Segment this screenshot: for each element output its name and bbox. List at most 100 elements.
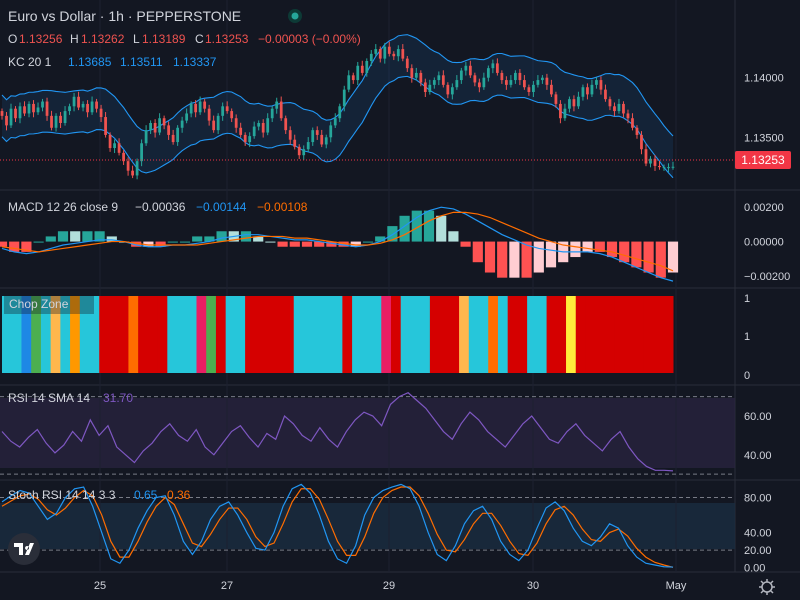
chop-zone-bar [536,296,548,373]
candle-body [0,111,4,116]
chop-zone-bar [157,296,168,373]
candle-body [640,134,643,150]
candle-body [658,165,661,168]
chop-zone-bar [634,296,645,373]
chop-zone-bar [439,296,450,373]
candle-body [595,80,598,85]
chop-zone-bar [264,296,275,373]
chop-zone-bar [643,296,655,373]
macd-histogram-bar [94,231,105,242]
settings-gear-icon[interactable] [759,579,775,595]
chop-zone-bar [429,296,441,373]
x-tick-label: 30 [527,580,539,592]
chop-zone-bar [2,296,13,373]
chop-zone-bar [507,296,518,373]
candle-body [423,82,427,92]
chop-zone-bar [31,296,42,373]
macd-histogram-bar [240,231,252,242]
candle-body [608,99,612,107]
candle-body [572,99,576,107]
candle-body [266,118,270,133]
candle-body [185,113,189,121]
candle-body [162,118,166,126]
macd-histogram-bar [167,241,178,243]
candle-body [563,108,567,119]
macd-histogram-bar [179,241,191,243]
kc-basis-value: 1.13511 [120,55,163,69]
ohlc-high-value: 1.13262 [81,32,125,46]
candle-body [18,106,22,119]
candle-body [113,143,116,149]
chop-zone-bar [332,296,343,373]
chop-zone-bar [147,296,159,373]
candle-body [122,152,125,162]
candlestick-series [0,41,675,180]
macd-histogram-bar [582,241,593,252]
candle-body [441,75,445,85]
chop-zone-bar [118,296,129,373]
chop-y-tick: 0 [744,370,750,382]
chop-zone-bar [478,296,489,373]
macd-histogram-bar [326,241,337,247]
candle-body [419,72,423,83]
chop-zone-bar [313,296,324,373]
chop-zone-bar [11,296,22,373]
chop-zone-bar [99,296,110,373]
stoch-label[interactable]: Stoch RSI 14 14 3 3 [8,488,116,502]
candle-body [495,63,499,73]
candle-body [225,106,229,112]
rsi-line [1,392,674,472]
macd-histogram-bar [82,231,93,242]
grid-lines [99,0,677,572]
candle-body [261,123,265,133]
kc-label[interactable]: KC 20 1 [8,55,52,69]
candle-body [104,117,107,135]
candle-body [203,101,207,109]
candle-body [302,149,306,156]
candle-body [432,80,436,85]
candle-body [252,126,256,137]
market-status-dot [291,12,299,20]
chop-zone-bar [108,296,120,373]
candle-body [468,65,472,76]
macd-histogram-bar [387,226,398,242]
ohlc-low-key: L [133,32,140,46]
candle-body [212,120,216,131]
candle-body [509,80,513,85]
candle-body [32,103,35,113]
chop-zone-bar [420,296,431,373]
chop-zone-bar [342,296,353,373]
candle-body [532,84,535,92]
candle-body [446,84,450,95]
candle-body [414,72,418,78]
chop-zone-bar [274,296,285,373]
chop-zone-bar [50,296,61,373]
candle-body [635,127,639,135]
ohlc-close-key: C [195,32,204,46]
candle-body [617,103,621,112]
chop-label[interactable]: Chop Zone [9,297,69,311]
tradingview-logo[interactable] [8,533,40,565]
kc-upper-line [1,34,674,137]
macd-histogram-bar [33,241,44,243]
ohlc-change: −0.00003 (−0.00%) [258,32,361,46]
macd-label[interactable]: MACD 12 26 close 9 [8,200,118,214]
chop-zone-bar [604,296,616,373]
candle-body [320,134,324,145]
macd-histogram-bar [631,241,642,268]
ohlc-legend: O 1.13256 H 1.13262 L 1.13189 C 1.13253 … [8,32,361,46]
rsi-label[interactable]: RSI 14 SMA 14 [8,391,90,405]
chop-zone-bar [177,296,188,373]
macd-histogram-bar [509,241,520,278]
candle-body [108,134,112,149]
candle-body [230,111,234,119]
candle-body [644,149,648,164]
candle-body [500,72,504,81]
macd-histogram-bar [0,241,8,247]
macd-histogram-bar [216,231,227,242]
candle-body [9,108,13,126]
x-tick-label: 25 [94,580,106,592]
candle-body [369,53,373,61]
chop-zone-bar [235,296,246,373]
candle-body [351,75,355,81]
